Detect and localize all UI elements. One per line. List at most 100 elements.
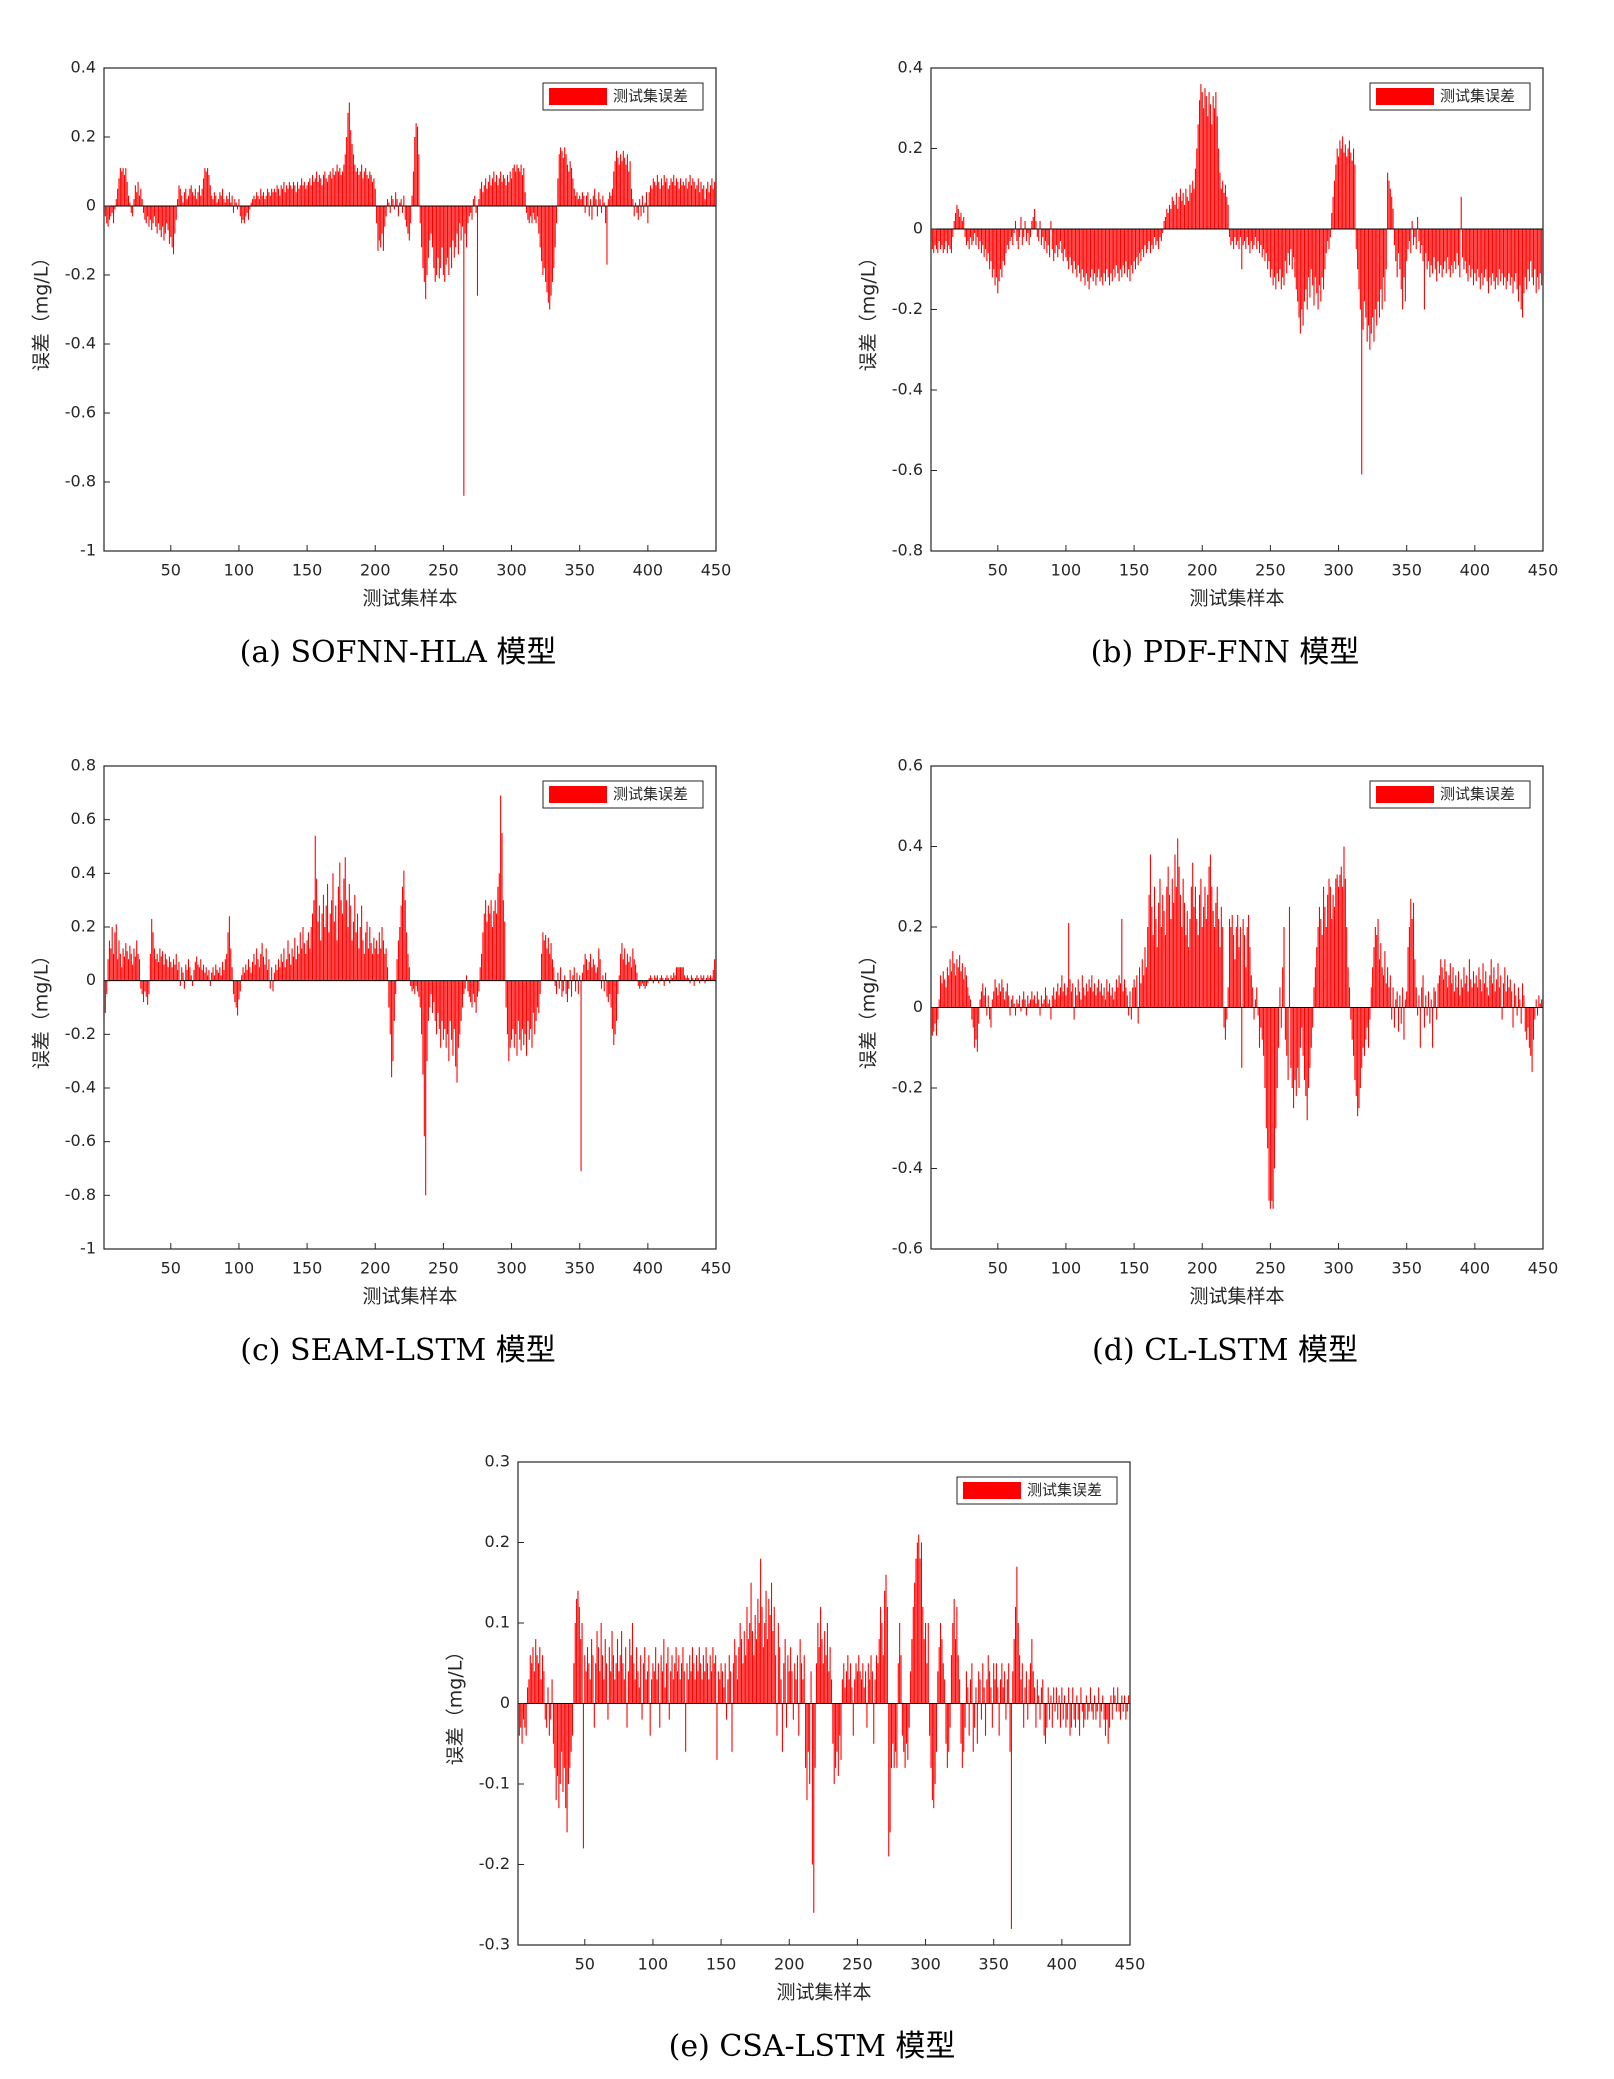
bar [438,206,440,279]
bar [170,961,172,981]
bar [466,206,468,248]
bar [104,206,106,217]
bar [673,174,675,206]
bar [370,174,372,206]
bar [294,937,296,981]
bar [1384,229,1386,302]
bar [328,174,330,206]
bar [410,980,412,987]
bar [934,1007,936,1024]
bar [185,964,187,981]
bar [1287,1007,1289,1080]
bar [1522,229,1524,318]
bar [1370,229,1372,334]
bar [755,1639,758,1704]
bar [183,980,185,989]
bar [369,171,371,206]
bar [1493,229,1495,282]
bar [1114,229,1116,278]
bar [1061,229,1063,254]
bar [305,953,307,981]
bar [463,206,465,496]
bar [573,967,575,981]
bar [625,1647,627,1704]
bar [1121,918,1123,1008]
bar [665,977,667,981]
bar [1351,160,1353,229]
bar [1079,229,1081,274]
bar [852,1703,854,1736]
bar [112,206,115,224]
bar [1129,991,1131,1008]
bar [1388,180,1390,229]
bar [472,199,474,206]
bar [950,1655,952,1704]
bar [341,913,344,981]
bar [1312,229,1314,286]
bar [401,886,404,981]
bar [461,980,464,1008]
bar [252,199,254,206]
bar [431,980,434,1013]
bar [1530,1007,1532,1056]
bar [1042,229,1044,238]
bar [294,185,296,206]
bar [256,192,258,206]
bar [336,940,338,981]
bar [457,206,459,255]
bar [905,1703,908,1744]
bar [1051,1703,1053,1728]
bar [1102,995,1104,1008]
y-tick-label: 0.2 [898,138,923,157]
bar [675,967,678,981]
bar [539,206,541,248]
bar [1122,229,1124,266]
bar [1203,108,1205,229]
bar [1211,886,1213,1008]
bar [967,1687,969,1704]
bar [724,1663,726,1704]
bar [1227,987,1229,1008]
bar [925,1623,927,1704]
bar [1245,967,1247,1008]
bar [1268,1007,1270,1201]
bar [565,154,567,206]
bar [141,980,143,995]
bar [157,961,160,981]
bar [1248,229,1250,246]
bar [1005,229,1007,254]
x-tick-label: 400 [633,561,664,580]
bar [1378,959,1380,1008]
y-tick-label: 0.3 [485,1452,510,1471]
bar [515,171,517,206]
bar [621,1631,623,1704]
bar [1329,229,1331,238]
bar [968,1703,970,1736]
bar [1193,906,1195,1008]
bar [650,185,652,206]
bar [1254,229,1256,238]
bar [564,975,566,981]
bar [1460,196,1462,229]
bar [1382,975,1385,1008]
bar [1147,229,1149,250]
bar [1029,1663,1032,1704]
bar [478,199,480,206]
bar [537,1663,539,1704]
bar [1425,229,1427,254]
bar [491,927,494,981]
bar [393,980,395,1021]
bar [1118,1703,1120,1712]
bar [1357,229,1359,270]
bar [1429,229,1431,278]
bar [1313,987,1315,1008]
bar [1208,92,1210,230]
bar [941,1639,943,1704]
bar [479,967,481,981]
bar [937,1671,939,1704]
y-tick-label: 0.4 [71,863,96,882]
bar [681,1663,683,1704]
bar [1001,1663,1003,1704]
bar [527,980,529,1021]
bar [509,171,511,206]
